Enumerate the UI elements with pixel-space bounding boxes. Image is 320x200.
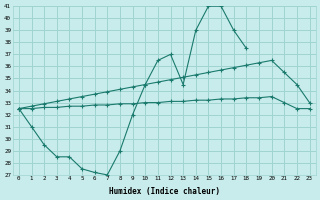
X-axis label: Humidex (Indice chaleur): Humidex (Indice chaleur): [109, 187, 220, 196]
